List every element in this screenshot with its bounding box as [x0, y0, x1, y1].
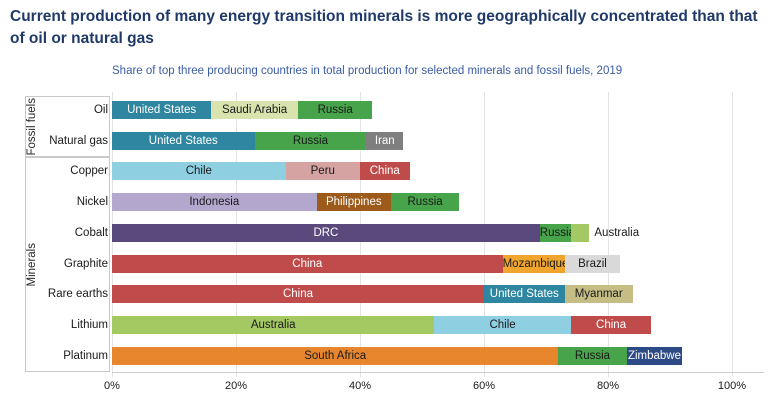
bar-segment-russia: Russia: [390, 193, 460, 212]
category-label-graphite: Graphite: [63, 257, 108, 270]
group-box-minerals: Minerals: [25, 157, 110, 373]
bar-segment-philippines: Philippines: [316, 193, 391, 212]
bar-segment-russia: Russia: [297, 101, 373, 119]
bar-row-lithium: Australia Chile China: [112, 315, 652, 334]
bar-segment-chile: Chile: [434, 315, 571, 334]
x-tick-label: 20%: [224, 380, 248, 392]
bar-segment-china: China: [112, 285, 484, 304]
category-label-copper: Copper: [70, 165, 108, 178]
bar-segment-myanmar: Myanmar: [564, 285, 633, 304]
category-label-rare-earths: Rare earths: [47, 288, 108, 301]
bar-segment-peru: Peru: [285, 162, 360, 181]
bar-row-platinum: South Africa Russia Zimbabwe: [112, 346, 683, 365]
x-tick-label: 60%: [472, 380, 496, 392]
bar-outside-label-australia: Australia: [594, 226, 640, 239]
bar-row-rare-earths: China United States Myanmar: [112, 285, 633, 304]
bar-segment-iran: Iran: [366, 131, 404, 150]
chart-title: Current production of many energy transi…: [10, 8, 758, 47]
bar-row-graphite: China Mozambique Brazil: [112, 254, 621, 273]
bar-row-copper: Chile Peru China: [112, 162, 410, 181]
category-label-oil: Oil: [93, 104, 108, 116]
bar-segment-united-states: United States: [484, 285, 565, 304]
bar-segment-russia: Russia: [539, 223, 575, 242]
category-label-nickel: Nickel: [76, 196, 108, 209]
bar-segment-indonesia: Indonesia: [112, 193, 317, 212]
chart-subtitle: Share of top three producing countries i…: [112, 65, 623, 77]
category-label-cobalt: Cobalt: [74, 226, 108, 239]
group-box-fossil-fuels: Fossil fuels: [25, 96, 110, 158]
bar-segment-russia: Russia: [558, 346, 627, 365]
bar-segment-chile: Chile: [112, 162, 286, 181]
gridline: [732, 92, 733, 377]
category-label-natural-gas: Natural gas: [49, 134, 108, 147]
bar-segment-russia: Russia: [254, 131, 367, 150]
x-tick-label: 40%: [348, 380, 372, 392]
bar-segment-australia: [570, 223, 590, 242]
x-tick-label: 0%: [104, 380, 120, 392]
bar-segment-united-states: United States: [112, 131, 255, 150]
gridline: [608, 92, 609, 377]
bar-segment-saudi-arabia: Saudi Arabia: [211, 101, 298, 119]
bar-segment-china: China: [112, 254, 503, 273]
bar-segment-united-states: United States: [112, 101, 212, 119]
bar-segment-china: China: [359, 162, 410, 181]
bar-row-natural-gas: United States Russia Iran: [112, 131, 404, 150]
bar-segment-mozambique: Mozambique: [502, 254, 568, 273]
category-label-lithium: Lithium: [70, 318, 108, 331]
bar-row-nickel: Indonesia Philippines Russia: [112, 193, 460, 212]
bar-segment-australia: Australia: [112, 315, 435, 334]
x-tick-label: 100%: [717, 380, 747, 392]
bar-row-oil: United States Saudi Arabia Russia: [112, 101, 373, 119]
x-tick-label: 80%: [596, 380, 620, 392]
category-label-platinum: Platinum: [63, 349, 108, 362]
bar-segment-zimbabwe: Zimbabwe: [626, 346, 683, 365]
bar-segment-drc: DRC: [112, 223, 540, 242]
x-axis-line: [112, 372, 764, 373]
bar-segment-south-africa: South Africa: [112, 346, 559, 365]
bar-segment-china: China: [570, 315, 652, 334]
bar-row-cobalt: DRC Russia Australia: [112, 223, 640, 242]
bar-segment-brazil: Brazil: [564, 254, 621, 273]
